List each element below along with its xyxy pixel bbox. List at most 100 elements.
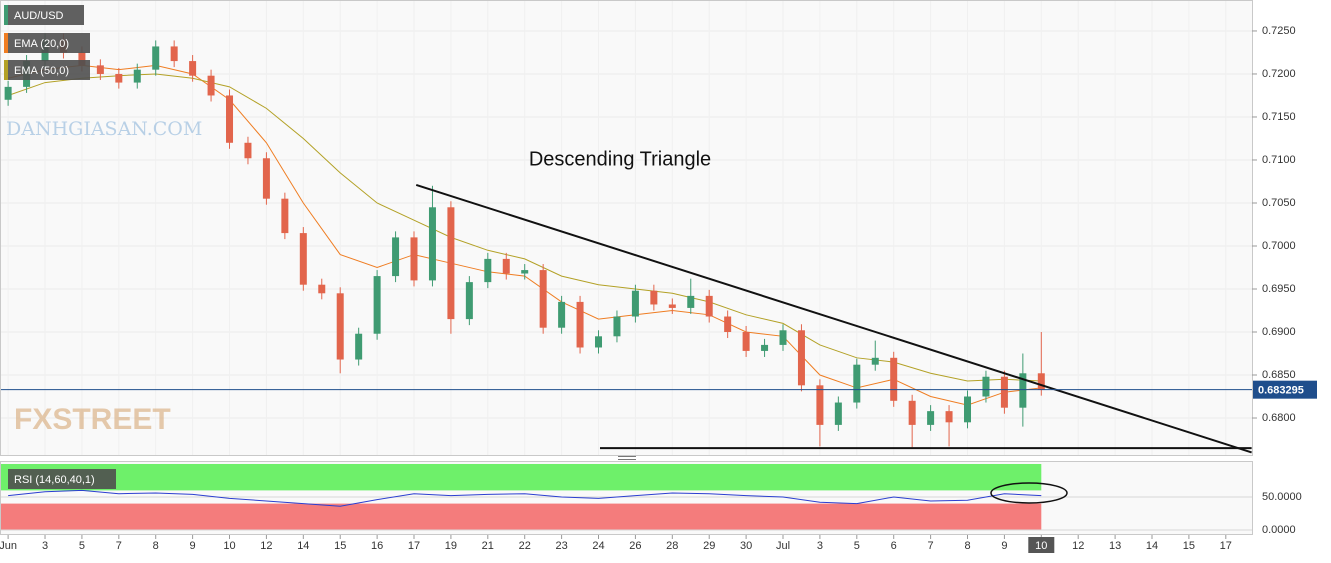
candle-body xyxy=(410,237,418,281)
candle-body xyxy=(521,270,529,274)
candle-body xyxy=(742,332,750,351)
legend-label: AUD/USD xyxy=(14,10,64,22)
candle-body xyxy=(576,301,584,348)
x-tick-label: 22 xyxy=(519,540,531,552)
candle-body xyxy=(299,233,307,285)
candle-body xyxy=(779,330,787,345)
candle-body xyxy=(945,411,953,423)
y-tick-label: 0.7000 xyxy=(1262,240,1296,252)
x-tick-label: 13 xyxy=(1109,540,1121,552)
x-tick-label: 17 xyxy=(408,540,420,552)
candle-body xyxy=(964,396,972,423)
candle-body xyxy=(539,270,547,328)
candle-body xyxy=(853,364,861,403)
candle-body xyxy=(890,357,898,401)
x-tick-label: 8 xyxy=(153,540,159,552)
background-layer xyxy=(1,1,1252,531)
candle-body xyxy=(373,276,381,334)
candle-body xyxy=(4,86,12,100)
candle-body xyxy=(668,304,676,308)
x-tick-label: 21 xyxy=(482,540,494,552)
x-tick-label: 29 xyxy=(703,540,715,552)
x-tick-label: 5 xyxy=(854,540,860,552)
legend-swatch xyxy=(4,33,8,53)
last-price-label: 0.683295 xyxy=(1258,385,1304,397)
candle-body xyxy=(484,258,492,283)
legend-box xyxy=(4,60,90,80)
rsi-upper-band xyxy=(1,464,1042,491)
x-tick-label: 6 xyxy=(891,540,897,552)
legend-box xyxy=(4,5,84,25)
last-price-box xyxy=(1253,380,1317,399)
rsi-lower-band xyxy=(1,503,1042,530)
candle-body xyxy=(78,52,86,66)
candle-body xyxy=(244,142,252,159)
candle-body xyxy=(631,290,639,317)
pane-handle[interactable] xyxy=(618,456,636,460)
candle-body xyxy=(724,316,732,333)
x-tick-label: 9 xyxy=(1001,540,1007,552)
candle-body xyxy=(336,293,344,360)
x-tick-label: 7 xyxy=(116,540,122,552)
y-tick-label: 0.7250 xyxy=(1262,25,1296,37)
legend-label: RSI (14,60,40,1) xyxy=(14,474,95,486)
x-tick-label: 26 xyxy=(629,540,641,552)
x-tick-label: Jun xyxy=(0,540,17,552)
candle-body xyxy=(761,344,769,351)
x-tick-label: 10 xyxy=(223,540,235,552)
candle-body xyxy=(447,207,455,320)
rsi-tick-label: 50.0000 xyxy=(1262,491,1302,503)
x-tick-label: 10 xyxy=(1035,540,1047,552)
x-tick-label: 14 xyxy=(297,540,309,552)
legend-label: EMA (20,0) xyxy=(14,38,69,50)
candle-body xyxy=(355,333,363,360)
candle-body xyxy=(189,61,197,76)
candle-body xyxy=(927,411,935,425)
x-tick-label: 16 xyxy=(371,540,383,552)
candle-body xyxy=(502,258,510,274)
x-tick-label: 12 xyxy=(1072,540,1084,552)
x-tick-label: 3 xyxy=(42,540,48,552)
candle-body xyxy=(650,290,658,305)
x-tick-label: 8 xyxy=(964,540,970,552)
rsi-line xyxy=(8,489,1042,507)
candle-body xyxy=(262,158,270,199)
legend: AUD/USD EMA (20,0) EMA (50,0) RSI (14,60… xyxy=(4,5,116,489)
x-tick-label: Jul xyxy=(776,540,790,552)
y-tick-label: 0.7100 xyxy=(1262,154,1296,166)
candle-body xyxy=(207,75,215,96)
candle-body xyxy=(797,330,805,386)
marks-layer xyxy=(1,33,1252,507)
candle-body xyxy=(595,336,603,348)
candle-body xyxy=(613,316,621,337)
x-tick-label: 14 xyxy=(1146,540,1158,552)
candle-body xyxy=(226,95,234,143)
x-tick-label: 15 xyxy=(334,540,346,552)
candle-body xyxy=(816,385,824,425)
x-tick-label: 5 xyxy=(79,540,85,552)
y-tick-label: 0.6950 xyxy=(1262,283,1296,295)
candle-body xyxy=(133,69,141,83)
x-tick-label: 30 xyxy=(740,540,752,552)
ema-line xyxy=(7,73,1042,382)
rsi-tick-label: 0.0000 xyxy=(1262,524,1296,536)
candle-body xyxy=(465,282,473,320)
candle-body xyxy=(1000,376,1008,408)
candle-body xyxy=(1019,373,1027,408)
candle-body xyxy=(152,46,160,70)
watermark: FXSTREET xyxy=(14,403,171,436)
trendline xyxy=(415,183,1252,454)
candle-body xyxy=(115,73,123,83)
y-tick-label: 0.7200 xyxy=(1262,68,1296,80)
highlight-ellipse xyxy=(990,482,1068,504)
annotation: Descending Triangle xyxy=(529,148,711,170)
candle-body xyxy=(392,237,400,277)
x-tick-label: 3 xyxy=(817,540,823,552)
y-tick-label: 0.7050 xyxy=(1262,197,1296,209)
candle-body xyxy=(558,301,566,328)
candle-body xyxy=(908,400,916,425)
candle-body xyxy=(834,402,842,425)
x-tick-highlight xyxy=(1028,537,1055,553)
